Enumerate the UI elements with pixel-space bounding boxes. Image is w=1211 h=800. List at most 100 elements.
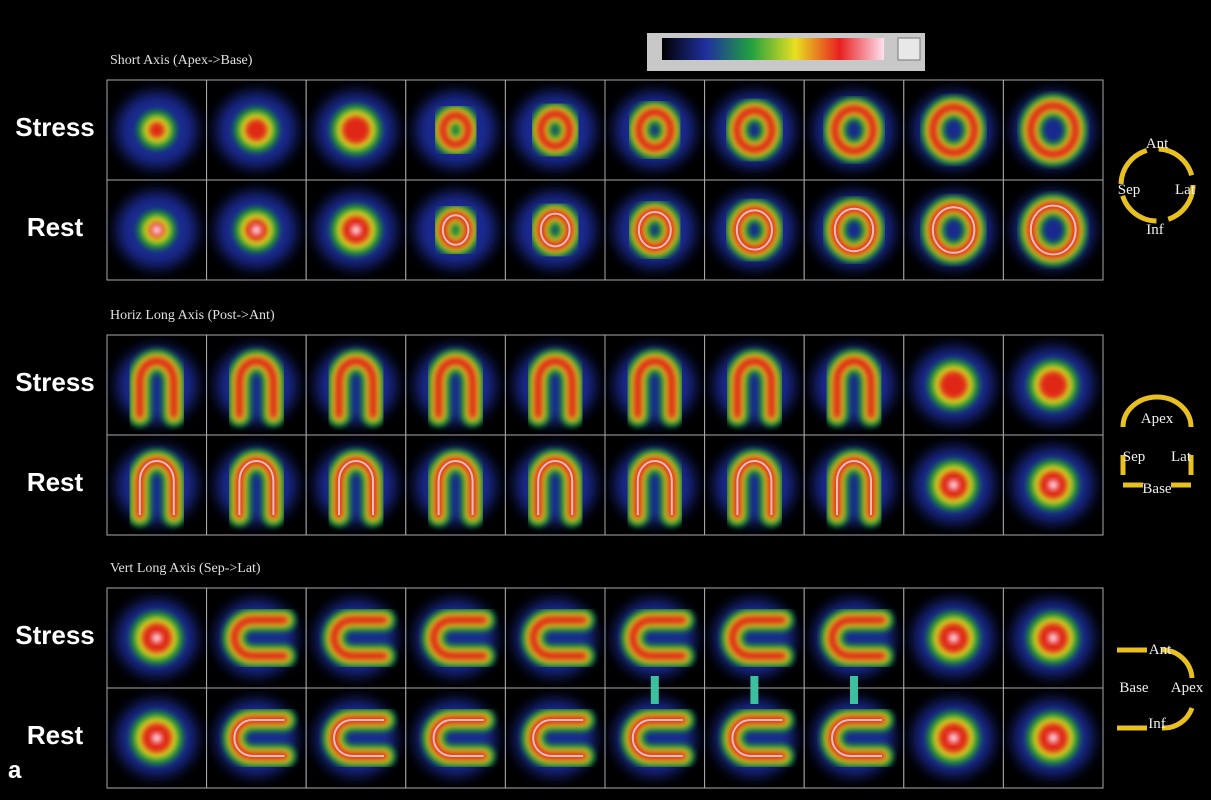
uptake xyxy=(939,371,968,399)
tissue-glow xyxy=(515,192,596,268)
slice xyxy=(604,79,706,181)
row-label: Rest xyxy=(27,467,84,497)
uptake xyxy=(135,357,178,419)
slice xyxy=(305,79,407,181)
uptake-peak xyxy=(836,460,872,515)
slice xyxy=(803,587,905,689)
uptake xyxy=(732,106,777,154)
uptake-peak xyxy=(532,719,584,757)
defect-arrow xyxy=(650,676,659,704)
slice xyxy=(903,687,1004,789)
uptake-peak xyxy=(437,460,474,515)
uptake-peak xyxy=(831,719,882,757)
defect-arrow xyxy=(850,676,858,704)
orientation-guide xyxy=(1120,394,1194,488)
slice xyxy=(803,687,905,789)
uptake xyxy=(342,116,370,144)
slice xyxy=(305,587,407,689)
section-title: Horiz Long Axis (Post->Ant) xyxy=(110,308,275,323)
slice xyxy=(504,179,606,281)
slice xyxy=(504,587,606,689)
slice xyxy=(106,434,208,536)
slice xyxy=(1002,334,1104,436)
uptake-peak xyxy=(138,460,175,515)
uptake-peak xyxy=(948,633,959,643)
row-label: Rest xyxy=(27,720,84,750)
orientation-guide xyxy=(1117,647,1195,731)
orientation-ring xyxy=(1118,146,1196,224)
orientation-label: Inf xyxy=(1146,222,1164,238)
orientation-label: Ant xyxy=(1149,642,1172,658)
slice xyxy=(704,434,805,536)
section-title: Vert Long Axis (Sep->Lat) xyxy=(110,561,261,576)
orientation-label: Inf xyxy=(1148,716,1166,732)
slice xyxy=(305,179,407,281)
uptake xyxy=(330,616,388,660)
uptake xyxy=(536,109,574,151)
uptake xyxy=(1039,371,1068,399)
uptake-peak xyxy=(1029,204,1077,256)
slice xyxy=(803,334,905,436)
slice xyxy=(206,434,307,536)
slice xyxy=(604,334,706,436)
slice xyxy=(106,179,208,281)
slice xyxy=(903,587,1004,689)
uptake-peak xyxy=(931,206,976,254)
uptake xyxy=(245,119,268,141)
uptake-peak xyxy=(151,633,162,643)
uptake xyxy=(634,108,675,152)
uptake xyxy=(534,357,577,419)
defect-arrow xyxy=(750,676,759,704)
uptake xyxy=(728,616,787,660)
slice xyxy=(405,587,506,689)
uptake-peak xyxy=(441,214,470,246)
uptake-peak xyxy=(351,225,361,235)
row-label: Stress xyxy=(15,367,95,397)
slice xyxy=(305,334,407,436)
slice xyxy=(106,79,208,181)
uptake-peak xyxy=(151,733,162,743)
uptake-peak xyxy=(1048,480,1059,490)
uptake-peak xyxy=(233,719,285,757)
uptake xyxy=(529,616,588,660)
slice xyxy=(704,79,805,181)
uptake-peak xyxy=(238,460,275,515)
slice xyxy=(903,79,1004,181)
slice xyxy=(305,434,407,536)
slice xyxy=(704,334,805,436)
uptake xyxy=(235,357,278,419)
slice xyxy=(206,79,307,181)
slice xyxy=(903,334,1004,436)
orientation-label: Apex xyxy=(1141,411,1174,427)
uptake xyxy=(833,357,875,419)
slice xyxy=(504,79,606,181)
uptake xyxy=(230,616,289,660)
row-label: Rest xyxy=(27,212,84,242)
slice xyxy=(604,687,706,789)
uptake-peak xyxy=(338,460,374,515)
slice xyxy=(903,179,1004,281)
slice xyxy=(106,587,208,689)
orientation-label: Base xyxy=(1119,680,1149,696)
colorbar-button[interactable] xyxy=(897,37,921,61)
slice xyxy=(206,587,307,689)
slice xyxy=(405,334,506,436)
slice xyxy=(1002,587,1104,689)
tissue-glow xyxy=(415,92,496,168)
slice xyxy=(405,179,506,281)
uptake-peak xyxy=(333,719,384,757)
colorbar xyxy=(662,38,884,60)
uptake-peak xyxy=(731,719,783,757)
orientation-label: Sep xyxy=(1118,182,1141,198)
uptake xyxy=(1026,101,1080,159)
slice xyxy=(206,687,307,789)
slice xyxy=(305,687,407,789)
slice xyxy=(704,687,805,789)
orientation-label: Lat xyxy=(1171,449,1192,465)
uptake xyxy=(148,122,165,138)
slice xyxy=(803,434,905,536)
orientation-label: Ant xyxy=(1146,136,1169,152)
slice xyxy=(604,434,706,536)
